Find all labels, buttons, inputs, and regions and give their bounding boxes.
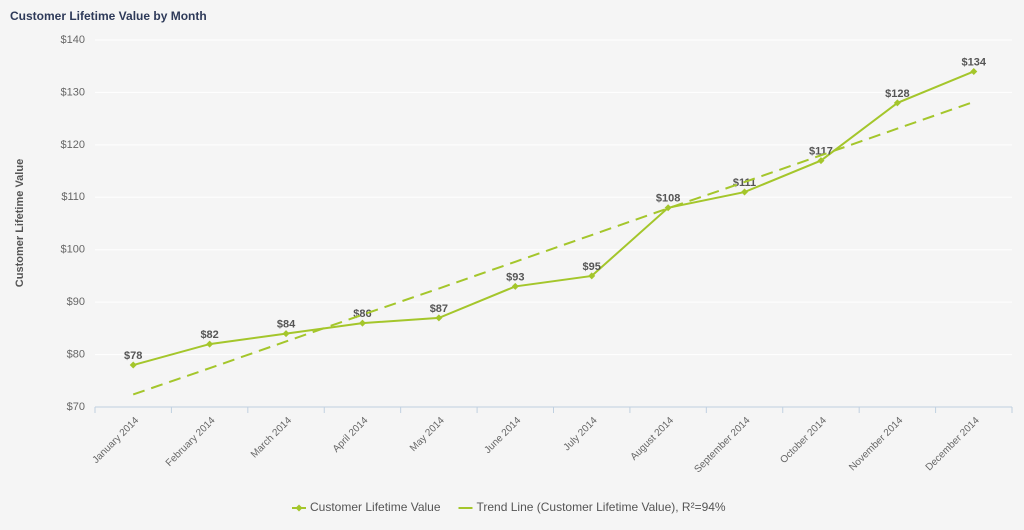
point — [282, 330, 290, 338]
y-tick-label: $140 — [61, 34, 85, 46]
point — [206, 340, 214, 348]
point — [129, 361, 137, 369]
y-tick-label: $130 — [61, 86, 85, 98]
y-tick-label: $70 — [67, 401, 85, 413]
legend-label: Trend Line (Customer Lifetime Value), R²… — [477, 500, 726, 514]
legend-label: Customer Lifetime Value — [310, 500, 441, 514]
point — [817, 157, 825, 165]
point — [970, 67, 978, 75]
y-tick-label: $110 — [61, 191, 85, 203]
data-label: $86 — [353, 308, 371, 320]
y-tick-label: $80 — [67, 348, 85, 360]
data-label: $82 — [200, 329, 218, 341]
y-axis-title: Customer Lifetime Value — [14, 159, 26, 287]
data-label: $128 — [885, 88, 909, 100]
data-label: $78 — [124, 350, 142, 362]
data-label: $84 — [277, 319, 296, 331]
legend-marker — [295, 504, 303, 512]
point — [664, 204, 672, 212]
data-label: $87 — [430, 303, 448, 315]
chart-title: Customer Lifetime Value by Month — [10, 9, 207, 23]
point — [511, 282, 519, 290]
point — [741, 188, 749, 196]
data-label: $93 — [506, 271, 524, 283]
trend-line — [132, 100, 975, 396]
point — [893, 99, 901, 107]
data-label: $134 — [962, 56, 987, 68]
point — [358, 319, 366, 327]
y-tick-label: $120 — [61, 139, 85, 151]
data-label: $108 — [656, 193, 680, 205]
data-label: $95 — [583, 261, 601, 273]
data-label: $117 — [809, 145, 833, 157]
y-tick-label: $100 — [61, 244, 85, 256]
y-tick-label: $90 — [67, 296, 85, 308]
point — [588, 272, 596, 280]
point — [435, 314, 443, 322]
